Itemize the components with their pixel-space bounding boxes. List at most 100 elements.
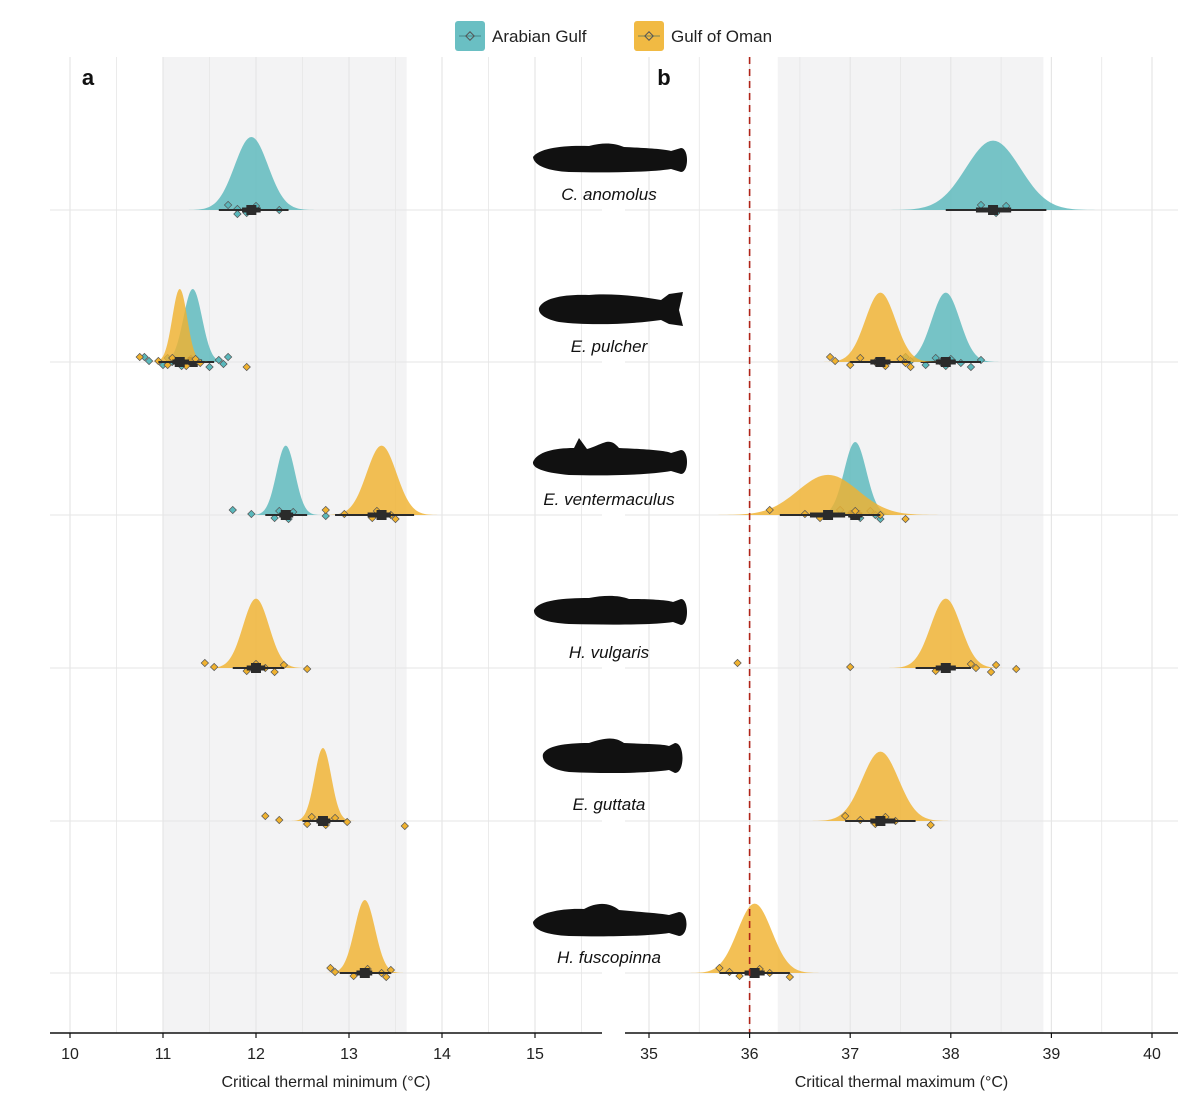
species-label-e-ventermaculus: E. ventermaculus [543,490,675,509]
density-e-ventermaculus-gulf-of-oman [319,445,445,515]
data-point [785,972,795,982]
fish-silhouette-shape [542,738,683,774]
x-tick-label: 36 [741,1046,759,1063]
mean-marker [875,816,886,826]
x-axis-title: Critical thermal minimum (°C) [221,1074,430,1091]
data-point [233,209,242,219]
panel-label-a: a [82,65,95,90]
density-e-ventermaculus-arabian-gulf [808,442,902,515]
data-point [991,660,1001,670]
x-tick-label: 40 [1143,1046,1161,1063]
data-point [765,505,774,515]
mean-marker [359,968,370,978]
species-row-c-anomolus [878,140,1108,218]
species-label-e-pulcher: E. pulcher [571,337,649,356]
fish-silhouette-shape [533,143,687,173]
x-tick-label: 10 [61,1046,79,1063]
data-point [200,658,210,668]
species-row-c-anomolus [181,137,322,219]
panel-label-b: b [657,65,670,90]
series-gulf-of-oman [321,900,408,982]
mean-marker [376,510,387,520]
mean-marker [317,816,328,826]
data-point [715,963,724,973]
species-row-e-pulcher [135,289,251,372]
data-point [966,362,976,372]
legend-swatch-diamond [465,31,475,41]
fish-silhouette-shape [533,595,687,625]
data-point [219,359,228,369]
mean-marker [251,663,261,673]
density-e-ventermaculus-arabian-gulf [246,445,325,515]
data-point [349,971,358,981]
species-column: C. anomolus E. pulcher E. ventermaculus H. … [532,143,687,967]
mean-marker [174,357,185,367]
fish-silhouette-shape [538,292,683,326]
data-point [191,354,200,364]
density-e-pulcher-arabian-gulf [153,289,232,362]
data-point [228,505,237,515]
data-point [247,509,256,519]
data-point [140,352,149,362]
density-h-vulgaris-gulf-of-oman [201,598,311,668]
data-point [223,200,233,210]
data-point [135,352,144,362]
mean-marker [280,510,291,520]
series-gulf-of-oman [701,474,955,524]
mean-marker [823,510,834,520]
data-point [223,352,233,362]
x-tick-label: 35 [640,1046,658,1063]
mean-marker [940,663,951,673]
mean-marker [875,357,886,367]
data-point [163,360,172,370]
data-point [270,513,279,523]
data-point [901,514,910,524]
data-point [321,505,330,515]
series-gulf-of-oman [733,598,1021,677]
series-gulf-of-oman [135,289,251,372]
x-tick-label: 12 [247,1046,265,1063]
data-point [1012,664,1021,674]
x-tick-label: 11 [155,1046,172,1063]
data-point [330,967,340,977]
series-gulf-of-oman [319,445,445,524]
density-e-guttata-gulf-of-oman [804,751,957,821]
data-point [275,815,284,825]
data-point [921,360,930,370]
data-point [214,355,223,365]
species-row-h-fuscopinna [682,903,827,982]
species-row-h-vulgaris [200,598,312,677]
data-point [830,356,840,366]
density-h-fuscopinna-gulf-of-oman [321,900,408,973]
data-point [926,820,935,830]
density-c-anomolus-arabian-gulf [878,140,1108,210]
data-point [825,352,835,362]
data-point [144,356,154,366]
legend-swatch-diamond [644,31,654,41]
species-row-e-ventermaculus [701,442,955,524]
species-label-e-guttata: E. guttata [573,795,646,814]
mean-marker [988,205,999,215]
series-arabian-gulf [878,140,1108,218]
data-point [856,353,865,363]
species-label-c-anomolus: C. anomolus [561,185,657,204]
data-point [851,506,860,516]
density-e-pulcher-gulf-of-oman [148,289,211,362]
panel-a-ctmin: 10 11 12 13 14 15 Critical thermal minimum (°C… [50,57,602,1091]
density-h-fuscopinna-gulf-of-oman [682,903,827,973]
mean-marker [749,968,760,978]
shaded-range-band [777,57,1044,1033]
data-point [846,360,855,370]
x-tick-label: 14 [433,1046,451,1063]
data-point [400,821,409,831]
fish-silhouette-e-guttata [542,738,683,774]
data-point [158,360,168,370]
data-point [382,972,391,982]
panel-b-ctmax: 35 36 37 38 39 40 Critical thermal maximum (°C… [625,57,1178,1091]
data-point [391,514,400,524]
x-tick-label: 39 [1043,1046,1061,1063]
data-point [840,811,850,821]
x-axis-title: Critical thermal maximum (°C) [795,1074,1009,1091]
data-point [209,662,219,672]
x-tick-label: 13 [340,1046,358,1063]
